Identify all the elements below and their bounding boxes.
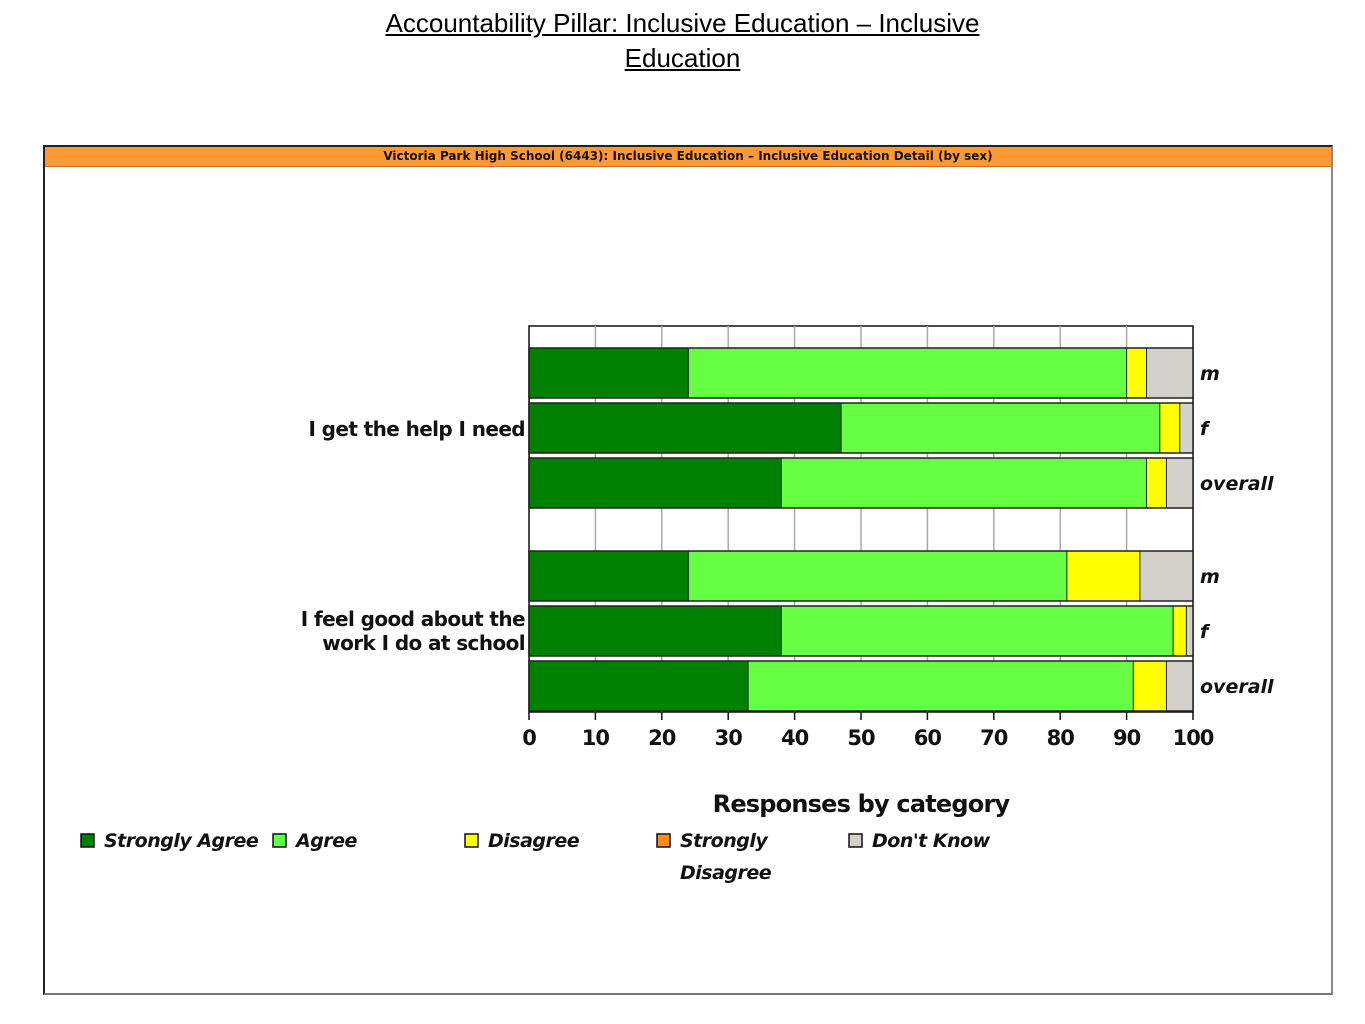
page-title-line-1: Accountability Pillar: Inclusive Educati… [385, 8, 980, 38]
bar-segment [688, 551, 1067, 601]
legend-label: Strongly Agree [104, 830, 259, 852]
bar-segment [1133, 661, 1167, 711]
legend-label: Strongly [680, 830, 769, 852]
x-tick-label: 30 [715, 726, 743, 750]
question-label: I get the help I need [308, 417, 525, 441]
question-label: work I do at school [322, 631, 525, 655]
legend-label: Don't Know [872, 830, 991, 852]
row-label: overall [1200, 676, 1274, 698]
bar-outline [528, 660, 1194, 712]
x-tick-label: 50 [847, 726, 875, 750]
bar-segment [529, 348, 689, 398]
bar-segment [1186, 606, 1193, 656]
stacked-bar-chart: m f overall I get the help I need m f overall I… [80, 325, 1274, 884]
bar-segment [1173, 606, 1187, 656]
bar-segment [781, 606, 1174, 656]
x-axis-label: Responses by category [713, 790, 1011, 818]
page-title-line-2: Education [624, 43, 741, 73]
bar-segment [1146, 348, 1193, 398]
bar-segment [1179, 403, 1193, 453]
row-label: overall [1200, 473, 1274, 495]
bar-segment [1166, 661, 1193, 711]
legend-swatch [80, 833, 95, 848]
bar-segment [1139, 551, 1193, 601]
legend-swatch [848, 833, 863, 848]
x-tick-label: 100 [1173, 726, 1214, 750]
bar-segment [1066, 551, 1140, 601]
chart-title: Victoria Park High School (6443): Inclus… [45, 147, 1331, 167]
bar-outline [528, 347, 1194, 399]
bar-segment [1146, 458, 1167, 508]
question-label: I feel good about the [301, 607, 525, 631]
bar-segment [1126, 348, 1147, 398]
page-title: Accountability Pillar: Inclusive Educati… [0, 6, 1365, 76]
x-tick-label: 40 [781, 726, 809, 750]
row-label: f [1200, 621, 1211, 643]
x-tick-label: 0 [522, 726, 536, 750]
bar-segment [688, 348, 1127, 398]
x-tick-label: 90 [1113, 726, 1141, 750]
bar-segment [1159, 403, 1180, 453]
bar-outline [528, 605, 1194, 657]
legend-swatch [656, 833, 671, 848]
row-label: f [1200, 418, 1211, 440]
x-tick-label: 60 [914, 726, 942, 750]
row-label: m [1200, 363, 1220, 385]
bar-segment [1166, 458, 1193, 508]
bar-segment [529, 551, 689, 601]
bar-outline [528, 402, 1194, 454]
bar-segment [529, 458, 782, 508]
legend-swatch [272, 833, 287, 848]
bar-segment [529, 661, 749, 711]
bar-segment [529, 403, 842, 453]
x-tick-label: 20 [648, 726, 676, 750]
row-label: m [1200, 566, 1220, 588]
legend-label: Disagree [680, 862, 772, 884]
legend-swatch [464, 833, 479, 848]
legend-label: Disagree [488, 830, 580, 852]
bar-segment [841, 403, 1160, 453]
x-tick-label: 80 [1047, 726, 1075, 750]
legend-label: Agree [294, 830, 358, 852]
bar-segment [781, 458, 1147, 508]
bar-segment [529, 606, 782, 656]
x-tick-label: 10 [582, 726, 610, 750]
chart-frame: Victoria Park High School (6443): Inclus… [43, 145, 1333, 995]
x-tick-label: 70 [980, 726, 1008, 750]
bar-outline [528, 550, 1194, 602]
bar-segment [748, 661, 1134, 711]
bar-outline [528, 457, 1194, 509]
